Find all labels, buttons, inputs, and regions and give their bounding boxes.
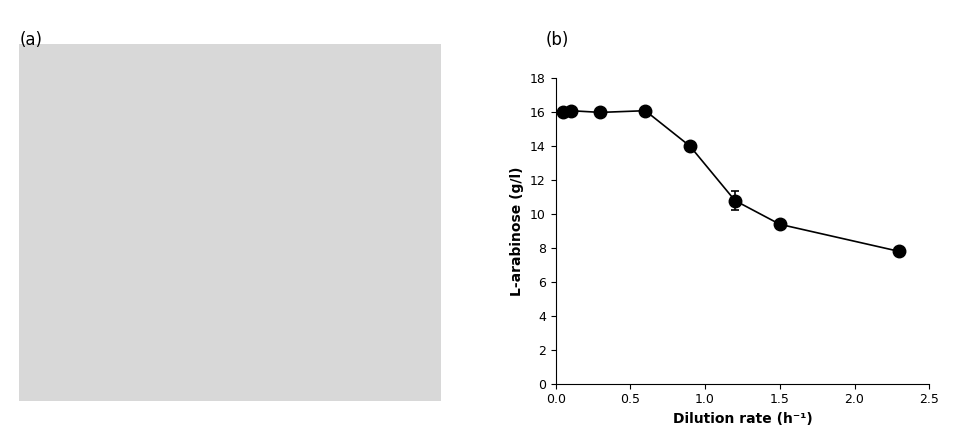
X-axis label: Dilution rate (h⁻¹): Dilution rate (h⁻¹) [673,412,812,426]
Y-axis label: L-arabinose (g/l): L-arabinose (g/l) [511,166,524,296]
Text: (a): (a) [19,31,42,48]
Text: (b): (b) [546,31,569,48]
